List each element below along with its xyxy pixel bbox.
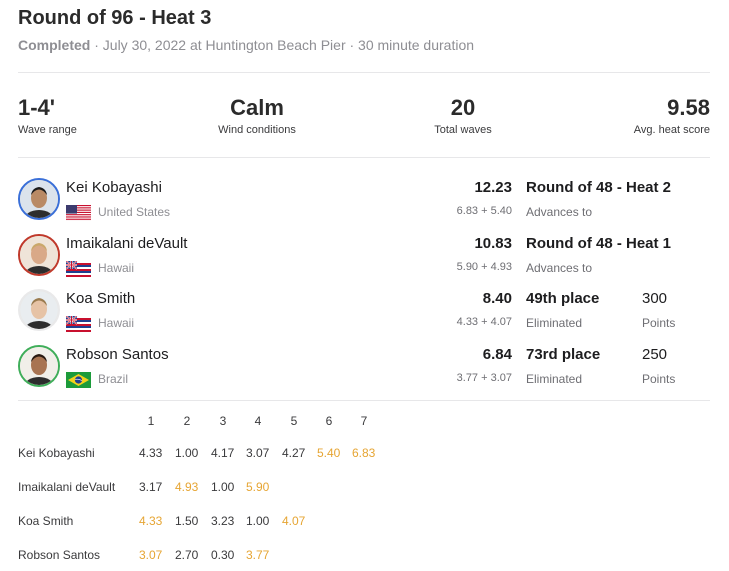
surfer-row[interactable]: Imaikalani deVault Hawaii 10.83 5.90 + 4… [18, 234, 710, 284]
surfer-country: Hawaii [98, 261, 135, 275]
heat-result: 73rd place [526, 346, 601, 363]
stat-label: Wave range [18, 124, 77, 136]
surfer-name[interactable]: Koa Smith [66, 290, 136, 307]
wave-score-cell: 4.93 [175, 480, 199, 494]
wave-number-header: 4 [254, 414, 262, 428]
points-label: Points [642, 372, 676, 386]
stat-wave-range: 1-4' Wave range [18, 95, 77, 136]
points-label: Points [642, 316, 676, 330]
surfer-row[interactable]: Robson Santos Brazil 6.84 3.77 + 3.07 73… [18, 345, 710, 395]
divider [18, 72, 710, 73]
surfer-row[interactable]: Kei Kobayashi United States 12.23 6.83 +… [18, 178, 710, 228]
surfer-name[interactable]: Imaikalani deVault [66, 235, 188, 252]
avatar[interactable] [18, 234, 60, 276]
surfer-country: Brazil [98, 372, 129, 386]
result-status: Eliminated [526, 372, 583, 386]
divider [18, 157, 710, 158]
wave-row-surfer-name: Kei Kobayashi [18, 446, 95, 460]
wave-number-header: 3 [219, 414, 227, 428]
wave-score-cell: 4.17 [211, 446, 235, 460]
wave-score-cell: 2.70 [175, 548, 199, 562]
heat-total-score: 10.83 [474, 235, 512, 252]
result-status: Advances to [526, 261, 593, 275]
wave-number-header: 1 [147, 414, 155, 428]
wave-score-cell: 3.23 [211, 514, 235, 528]
heat-result[interactable]: Round of 48 - Heat 1 [526, 235, 672, 252]
heat-result: 49th place [526, 290, 600, 307]
points-value: 250 [642, 346, 668, 363]
stat-label: Total waves [434, 124, 492, 136]
wave-score-cell: 0.30 [211, 548, 235, 562]
score-breakdown: 5.90 + 4.93 [456, 261, 512, 273]
wave-number-header: 5 [290, 414, 298, 428]
score-breakdown: 4.33 + 4.07 [456, 316, 512, 328]
hawaii-flag-icon [65, 260, 91, 277]
wave-score-cell: 5.90 [246, 480, 270, 494]
brazil-flag-icon [66, 372, 91, 388]
stat-value: 1-4' [18, 95, 56, 120]
stat-wind: Calm Wind conditions [214, 95, 300, 136]
wave-score-cell: 3.07 [246, 446, 270, 460]
score-breakdown: 3.77 + 3.07 [456, 372, 512, 384]
hawaii-flag-icon [65, 315, 91, 332]
stat-value: Calm [230, 95, 284, 120]
wave-score-cell: 4.33 [139, 446, 163, 460]
wave-score-cell: 5.40 [317, 446, 341, 460]
result-status: Eliminated [526, 316, 583, 330]
us-flag-icon [66, 205, 91, 223]
score-breakdown: 6.83 + 5.40 [456, 205, 512, 217]
wave-score-cell: 4.07 [282, 514, 306, 528]
surfer-name[interactable]: Robson Santos [66, 346, 169, 363]
wave-number-header: 6 [325, 414, 333, 428]
divider [18, 400, 710, 401]
wave-number-header: 2 [183, 414, 191, 428]
stat-label: Wind conditions [218, 124, 296, 136]
points-value: 300 [642, 290, 668, 307]
wave-score-cell: 1.00 [246, 514, 270, 528]
heat-total-score: 8.40 [482, 290, 512, 307]
wave-row-surfer-name: Imaikalani deVault [18, 480, 116, 494]
heat-details: · July 30, 2022 at Huntington Beach Pier… [90, 37, 475, 53]
heat-subtitle: Completed · July 30, 2022 at Huntington … [18, 37, 474, 53]
wave-score-cell: 6.83 [352, 446, 376, 460]
status-label: Completed [18, 37, 91, 53]
avatar[interactable] [18, 289, 60, 331]
surfer-country: Hawaii [98, 316, 135, 330]
wave-score-cell: 3.07 [139, 548, 163, 562]
wave-score-cell: 4.33 [139, 514, 163, 528]
stat-avg-score: 9.58 Avg. heat score [634, 95, 710, 136]
wave-score-cell: 3.77 [246, 548, 270, 562]
result-status: Advances to [526, 205, 593, 219]
wave-score-cell: 1.50 [175, 514, 199, 528]
surfer-name[interactable]: Kei Kobayashi [66, 179, 162, 196]
heat-title: Round of 96 - Heat 3 [18, 7, 212, 29]
heat-result[interactable]: Round of 48 - Heat 2 [526, 179, 672, 196]
wave-number-header: 7 [360, 414, 368, 428]
heat-total-score: 6.84 [482, 346, 512, 363]
wave-score-cell: 4.27 [282, 446, 306, 460]
stat-value: 9.58 [667, 95, 710, 120]
surfer-country: United States [98, 205, 171, 219]
wave-row-surfer-name: Koa Smith [18, 514, 74, 528]
stat-label: Avg. heat score [633, 124, 710, 136]
stat-total-waves: 20 Total waves [433, 95, 493, 136]
wave-score-cell: 3.17 [139, 480, 163, 494]
wave-score-cell: 1.00 [211, 480, 235, 494]
wave-row-surfer-name: Robson Santos [18, 548, 101, 562]
stat-value: 20 [450, 95, 476, 120]
surfer-row[interactable]: Koa Smith Hawaii 8.40 4.33 + 4.07 49th p… [18, 289, 710, 339]
avatar[interactable] [18, 345, 60, 387]
heat-total-score: 12.23 [474, 179, 512, 196]
wave-score-cell: 1.00 [175, 446, 199, 460]
avatar[interactable] [18, 178, 60, 220]
